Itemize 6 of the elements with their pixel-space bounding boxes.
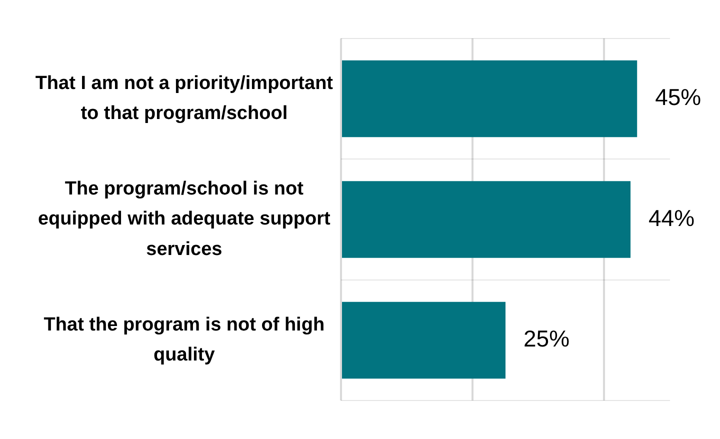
y-tick-label: That the program is not of high quality xyxy=(44,314,325,366)
y-tick-label: That I am not a priority/important to that program/school xyxy=(35,72,334,124)
data-label: 45% xyxy=(655,84,702,110)
data-label: 44% xyxy=(648,204,695,231)
y-tick-label: The program/school is not equipped with adequate support services xyxy=(38,178,332,260)
data-label: 25% xyxy=(524,326,570,352)
